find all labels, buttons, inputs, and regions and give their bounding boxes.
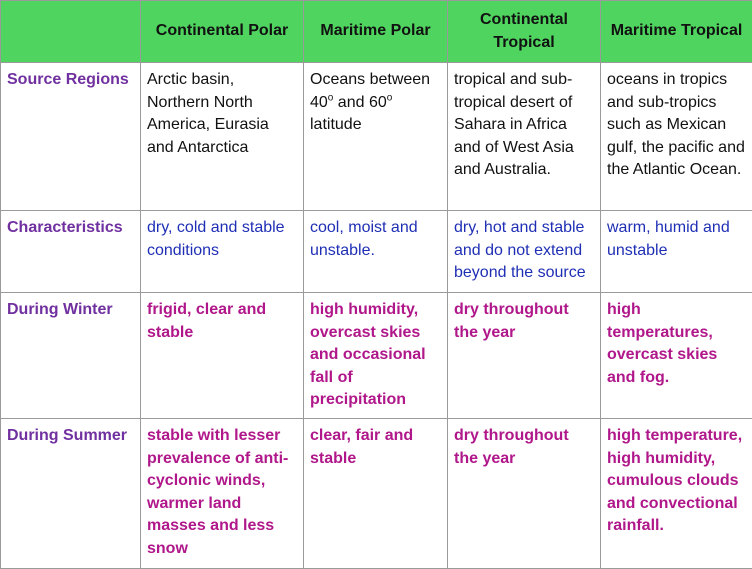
mp-source-text-b: and 60 xyxy=(333,93,387,111)
cell-mt-characteristics: warm, humid and unstable xyxy=(600,210,752,293)
cell-ct-characteristics: dry, hot and stable and do not extend be… xyxy=(447,210,601,293)
cell-mp-winter: high humidity, overcast skies and occasi… xyxy=(303,292,448,419)
cell-cp-winter: frigid, clear and stable xyxy=(140,292,304,419)
table-row-summer: During Summer stable with lesser prevale… xyxy=(0,418,752,569)
cell-ct-source: tropical and sub-tropical desert of Saha… xyxy=(447,62,601,211)
table-row-source-regions: Source Regions Arctic basin, Northern No… xyxy=(0,62,752,211)
cell-cp-summer: stable with lesser prevalence of anti-cy… xyxy=(140,418,304,569)
degree-mark: o xyxy=(327,92,334,104)
cell-cp-characteristics: dry, cold and stable conditions xyxy=(140,210,304,293)
cell-ct-winter: dry throughout the year xyxy=(447,292,601,419)
mp-source-text-a: Oceans between 40 xyxy=(310,71,431,111)
header-continental-tropical: Continental Tropical xyxy=(447,0,601,63)
row-label-winter: During Winter xyxy=(0,292,141,419)
mp-source-text-c: latitude xyxy=(310,116,362,133)
row-label-source-regions: Source Regions xyxy=(0,62,141,211)
cell-mp-summer: clear, fair and stable xyxy=(303,418,448,569)
cell-mt-source: oceans in tropics and sub-tropics such a… xyxy=(600,62,752,211)
cell-ct-summer: dry throughout the year xyxy=(447,418,601,569)
header-corner xyxy=(0,0,141,63)
cell-cp-source: Arctic basin, Northern North America, Eu… xyxy=(140,62,304,211)
cell-mt-summer: high temperature, high humidity, cumulou… xyxy=(600,418,752,569)
table-row-characteristics: Characteristics dry, cold and stable con… xyxy=(0,210,752,293)
row-label-summer: During Summer xyxy=(0,418,141,569)
header-maritime-tropical: Maritime Tropical xyxy=(600,0,752,63)
header-row: Continental Polar Maritime Polar Contine… xyxy=(0,0,752,63)
header-maritime-polar: Maritime Polar xyxy=(303,0,448,63)
cell-mp-characteristics: cool, moist and unstable. xyxy=(303,210,448,293)
row-label-characteristics: Characteristics xyxy=(0,210,141,293)
cell-mt-winter: high temperatures, overcast skies and fo… xyxy=(600,292,752,419)
degree-mark: o xyxy=(386,92,393,104)
table-row-winter: During Winter frigid, clear and stable h… xyxy=(0,292,752,419)
cell-mp-source: Oceans between 40o and 60o latitude xyxy=(303,62,448,211)
header-continental-polar: Continental Polar xyxy=(140,0,304,63)
